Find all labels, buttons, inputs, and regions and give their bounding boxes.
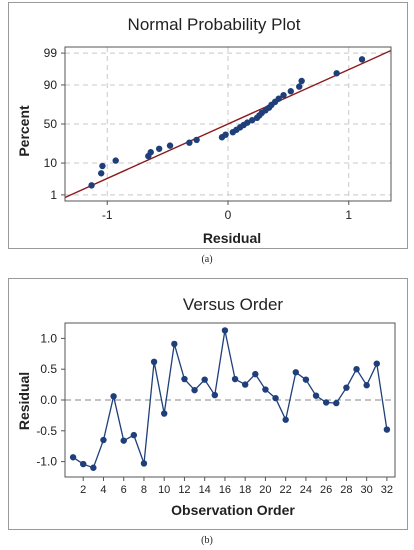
data-point: [241, 381, 249, 388]
y-tick-label: 0.5: [40, 362, 57, 376]
data-point: [333, 399, 340, 407]
data-point: [100, 436, 107, 444]
data-point: [221, 327, 229, 334]
data-point: [262, 386, 269, 393]
x-tick-label: 16: [219, 484, 231, 496]
data-point: [275, 95, 282, 102]
x-tick-label: 26: [320, 484, 332, 496]
data-point: [383, 426, 391, 433]
y-tick-label: 1: [50, 188, 57, 202]
x-tick-label: 30: [361, 484, 373, 496]
data-point: [333, 70, 340, 77]
x-tick-label: 20: [259, 484, 271, 496]
x-tick-label: 0: [225, 208, 232, 222]
data-point: [312, 392, 320, 399]
x-tick-label: 10: [158, 484, 170, 496]
data-point: [130, 431, 138, 439]
data-point: [282, 416, 289, 423]
caption-b: (b): [201, 535, 213, 546]
data-point: [155, 145, 163, 152]
y-axis-label: Percent: [16, 105, 32, 157]
versus-order-plot: Versus Order Observation Order Residual …: [16, 295, 396, 518]
data-point: [222, 131, 229, 138]
data-point: [292, 369, 299, 376]
normal-probability-plot-panel: Normal Probability Plot Residual Percent…: [8, 2, 408, 249]
data-point: [373, 360, 380, 367]
data-point: [147, 149, 154, 156]
data-point: [80, 460, 87, 468]
data-point: [211, 391, 219, 399]
data-point: [191, 386, 198, 394]
x-tick-label: 32: [381, 484, 393, 496]
x-tick-label: -1: [102, 208, 113, 222]
data-point: [90, 464, 97, 471]
data-points: [69, 327, 391, 471]
data-point: [322, 399, 330, 406]
x-tick-label: 6: [121, 484, 127, 496]
data-point: [231, 375, 239, 383]
plot-frame: [64, 322, 396, 478]
x-tick-label: 18: [239, 484, 251, 496]
x-axis-label: Observation Order: [171, 502, 295, 518]
data-point: [272, 394, 279, 402]
data-point: [353, 366, 360, 373]
data-point: [181, 375, 188, 383]
chart-title: Versus Order: [183, 295, 283, 314]
data-point: [171, 340, 178, 348]
y-tick-label: -0.5: [36, 424, 57, 438]
y-tick-label: 50: [44, 117, 58, 131]
data-point: [166, 142, 174, 149]
data-point: [358, 56, 366, 63]
data-point: [248, 117, 256, 124]
y-axis-label: Residual: [16, 372, 32, 430]
y-tick-label: 0.0: [40, 393, 57, 407]
x-tick-label: 12: [178, 484, 190, 496]
data-point: [150, 358, 158, 366]
x-tick-label: 2: [80, 484, 86, 496]
tick-labels: -1 0 1 1 10 50 90 99: [44, 46, 353, 222]
x-tick-label: 4: [100, 484, 106, 496]
data-point: [120, 437, 127, 444]
data-point: [186, 139, 193, 146]
data-point: [252, 370, 259, 378]
data-point: [244, 119, 251, 126]
data-point: [280, 91, 287, 99]
data-point: [343, 384, 350, 391]
y-tick-label: 1.0: [40, 331, 57, 345]
x-tick-label: 14: [199, 484, 211, 496]
y-tick-label: 10: [44, 156, 58, 170]
data-point: [193, 136, 200, 144]
x-tick-label: 8: [141, 484, 147, 496]
data-points: [88, 56, 366, 189]
normal-probability-plot: Normal Probability Plot Residual Percent…: [16, 15, 392, 246]
data-point: [112, 157, 119, 164]
data-point: [69, 454, 77, 461]
data-point: [201, 376, 208, 383]
y-tick-label: 99: [44, 46, 58, 60]
data-point: [287, 88, 294, 95]
x-tick-label: 1: [345, 208, 352, 222]
data-point: [363, 382, 370, 389]
data-point: [110, 393, 117, 400]
data-point: [140, 460, 148, 467]
data-point: [298, 77, 305, 85]
versus-order-plot-panel: Versus Order Observation Order Residual …: [8, 278, 408, 530]
x-tick-label: 28: [340, 484, 352, 496]
data-point: [161, 410, 168, 417]
caption-a: (a): [201, 254, 213, 265]
data-point: [302, 376, 310, 383]
chart-title: Normal Probability Plot: [128, 15, 301, 34]
data-point: [88, 182, 95, 189]
data-point: [296, 83, 303, 90]
data-point: [99, 162, 106, 170]
y-tick-label: 90: [44, 78, 58, 92]
y-tick-label: -1.0: [36, 455, 57, 469]
plot-frame: [64, 46, 392, 202]
x-tick-label: 24: [300, 484, 312, 496]
x-tick-label: 22: [280, 484, 292, 496]
x-axis-label: Residual: [203, 230, 261, 246]
data-point: [98, 170, 105, 177]
tick-labels: 2 4 6 8 10 12 14 16 18 20 22 24 26 28 30 32-1.0-0.50.00…: [36, 323, 395, 496]
